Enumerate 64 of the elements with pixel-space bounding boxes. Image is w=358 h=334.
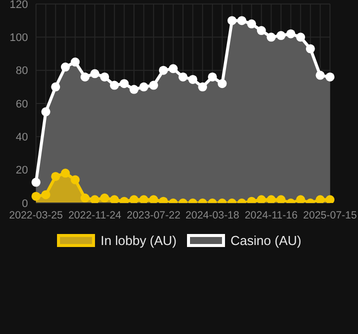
point: [130, 195, 138, 203]
point: [110, 195, 119, 203]
point: [208, 72, 217, 82]
point: [70, 58, 80, 67]
point: [316, 195, 325, 203]
point: [80, 194, 90, 203]
point: [110, 80, 119, 90]
point: [51, 82, 60, 92]
point: [158, 66, 168, 75]
y-tick-label: 20: [16, 164, 28, 177]
point: [228, 16, 236, 26]
point: [296, 195, 306, 203]
point: [100, 72, 110, 82]
point: [51, 172, 60, 181]
point: [60, 168, 70, 178]
point: [306, 44, 315, 54]
point: [296, 32, 306, 42]
point: [237, 16, 246, 26]
x-tick-label: 2022-11-24: [68, 209, 122, 222]
point: [316, 70, 325, 80]
y-tick-label: 40: [16, 132, 28, 144]
point: [139, 195, 148, 203]
point: [41, 190, 50, 200]
point: [120, 79, 129, 88]
point: [218, 79, 227, 88]
point: [41, 107, 50, 116]
point: [286, 29, 296, 38]
point: [326, 72, 334, 82]
point: [32, 192, 40, 201]
legend-label: In lobby (AU): [100, 233, 177, 248]
legend-label: Casino (AU): [230, 233, 302, 248]
point: [168, 64, 178, 74]
point: [60, 62, 70, 72]
point: [326, 195, 334, 203]
point: [70, 175, 80, 184]
point: [90, 69, 100, 78]
point: [266, 195, 276, 203]
point: [149, 80, 158, 90]
point: [178, 72, 188, 82]
point: [32, 178, 40, 187]
x-tick-label: 2022-03-25: [9, 209, 64, 222]
point: [276, 31, 286, 40]
y-tick-label: 120: [10, 0, 28, 11]
x-tick-label: 2024-03-18: [186, 209, 240, 222]
point: [247, 19, 256, 28]
y-tick-label: 0: [22, 198, 28, 210]
point: [90, 195, 100, 203]
y-tick-label: 60: [16, 98, 28, 110]
point: [100, 194, 110, 203]
point: [198, 82, 208, 92]
point: [130, 84, 138, 94]
point: [188, 74, 198, 84]
point: [256, 195, 266, 203]
y-tick-label: 100: [10, 32, 28, 44]
point: [149, 195, 158, 203]
point: [276, 195, 286, 203]
y-tick-label: 80: [16, 65, 28, 78]
point: [266, 32, 276, 42]
point: [256, 26, 266, 36]
x-tick-label: 2025-07-15: [303, 209, 358, 222]
point: [139, 82, 148, 92]
x-tick-label: 2023-07-22: [126, 209, 181, 222]
point: [80, 72, 90, 82]
x-tick-label: 2024-11-16: [244, 209, 298, 222]
